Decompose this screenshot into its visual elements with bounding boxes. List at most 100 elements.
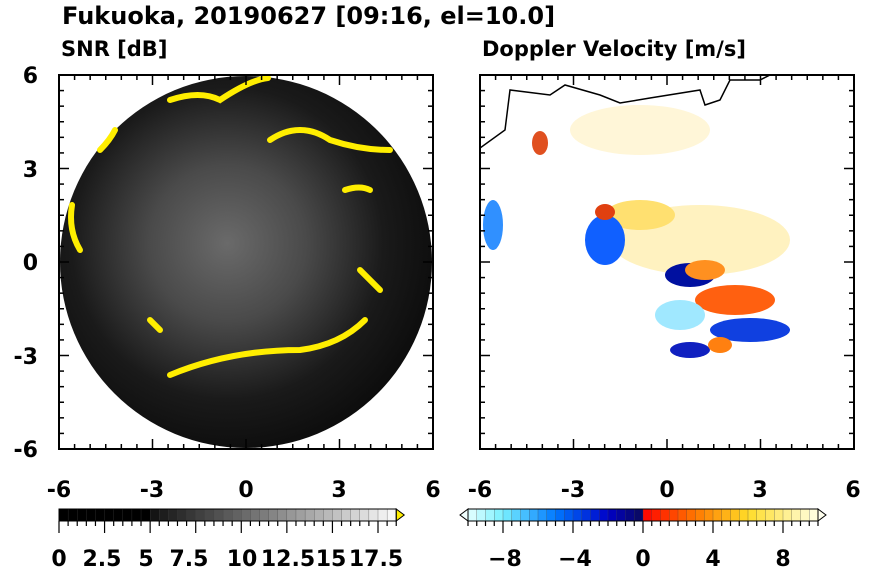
colorbar-tick-label: 5 <box>138 547 153 570</box>
colorbar-tick-label: 4 <box>705 547 720 570</box>
colorbar-segment <box>195 508 206 522</box>
y-tick-label: 3 <box>23 158 38 183</box>
colorbar-under-arrow <box>459 508 469 522</box>
colorbar-segment <box>555 508 565 522</box>
colorbar-segment <box>537 508 548 522</box>
colorbar-segment <box>774 508 784 522</box>
colorbar-segment <box>686 508 697 522</box>
x-tick-label: 6 <box>845 478 860 503</box>
colorbar-segment <box>590 508 600 522</box>
x-tick-label: -3 <box>140 478 164 503</box>
high-snr-echoes <box>68 75 393 378</box>
colorbar-tick-label: 0 <box>635 547 650 570</box>
snr-colorbar-labels: 0 2.5 5 7.5 10 12.5 15 17.5 <box>51 547 403 570</box>
colorbar-segment <box>232 508 242 522</box>
colorbar-segment <box>625 508 635 522</box>
colorbar-segment <box>341 508 352 522</box>
colorbar-tick-label: 10 <box>227 547 258 570</box>
x-tick-label: -3 <box>561 478 585 503</box>
colorbar-segment <box>350 508 361 522</box>
colorbar-segment <box>86 508 97 522</box>
snr-y-tick-labels: -6 -3 0 3 6 <box>14 64 38 463</box>
colorbar-tick-label: 7.5 <box>170 547 209 570</box>
colorbar-segment <box>669 508 679 522</box>
colorbar-segment <box>295 508 306 522</box>
colorbar-segment <box>131 508 142 522</box>
x-tick-label: 6 <box>425 478 440 503</box>
colorbar-segment <box>268 508 279 522</box>
colorbar-segment <box>616 508 627 522</box>
snr-x-tick-labels: -6 -3 0 3 6 <box>47 478 441 503</box>
colorbar-segment <box>368 508 379 522</box>
colorbar-segment <box>168 508 179 522</box>
colorbar-segment <box>546 508 557 522</box>
colorbar-segment <box>651 508 662 522</box>
colorbar-segment <box>149 508 160 522</box>
colorbar-segment <box>494 508 504 522</box>
colorbar-segment <box>599 508 609 522</box>
figure-title: Fukuoka, 20190627 [09:16, el=10.0] <box>62 2 555 30</box>
x-tick-label: 0 <box>659 478 674 503</box>
x-tick-label: 3 <box>331 478 346 503</box>
velocity-x-tick-labels: -6 -3 0 3 6 <box>468 478 861 503</box>
colorbar-segment <box>204 508 215 522</box>
colorbar-segment <box>747 508 758 522</box>
velocity-plot <box>480 75 790 358</box>
colorbar-segment <box>791 508 802 522</box>
colorbar-segment <box>67 508 78 522</box>
y-tick-label: -6 <box>14 438 38 463</box>
colorbar-segment <box>529 508 539 522</box>
colorbar-segment <box>323 508 334 522</box>
colorbar-segment <box>177 508 188 522</box>
colorbar-tick-label: −8 <box>488 547 522 570</box>
colorbar-segment <box>77 508 87 522</box>
radar-range-circle <box>60 76 432 448</box>
colorbar-tick-label: 2.5 <box>83 547 122 570</box>
colorbar-segment <box>704 508 714 522</box>
colorbar-segment <box>467 508 478 522</box>
colorbar-segment <box>286 508 297 522</box>
y-tick-label: 6 <box>23 64 38 89</box>
colorbar-segment <box>140 508 151 522</box>
colorbar-segment <box>476 508 487 522</box>
colorbar-tick-label: 0 <box>51 547 66 570</box>
colorbar-segment <box>520 508 530 522</box>
colorbar-segment <box>712 508 723 522</box>
colorbar-segment <box>581 508 592 522</box>
coastline <box>480 75 771 149</box>
y-tick-label: 0 <box>23 251 38 276</box>
x-tick-label: -6 <box>47 478 71 503</box>
colorbar-segment <box>259 508 270 522</box>
colorbar-segment <box>377 508 388 522</box>
colorbar-segment <box>314 508 324 522</box>
colorbar-tick-label: 12.5 <box>261 547 315 570</box>
colorbar-segment <box>677 508 688 522</box>
y-tick-label: -3 <box>14 345 38 370</box>
snr-panel-title: SNR [dB] <box>61 37 167 61</box>
colorbar-segment <box>241 508 252 522</box>
colorbar-over-arrow <box>817 508 827 522</box>
colorbar-segment <box>607 508 618 522</box>
colorbar-segment <box>739 508 749 522</box>
colorbar-segment <box>213 508 224 522</box>
colorbar-segment <box>765 508 775 522</box>
colorbar-segment <box>250 508 261 522</box>
colorbar-segment <box>756 508 767 522</box>
colorbar-segment <box>304 508 315 522</box>
colorbar-segment <box>159 508 170 522</box>
colorbar-tick-label: 15 <box>316 547 347 570</box>
colorbar-segment <box>660 508 670 522</box>
colorbar-segment <box>222 508 233 522</box>
colorbar-over-arrow <box>395 508 406 522</box>
x-tick-label: -6 <box>468 478 492 503</box>
colorbar-segment <box>642 508 653 522</box>
colorbar-segment <box>511 508 522 522</box>
colorbar-segment <box>359 508 370 522</box>
colorbar-segment <box>502 508 513 522</box>
colorbar-segment <box>564 508 574 522</box>
colorbar-segment <box>809 508 819 522</box>
colorbar-segment <box>58 508 69 522</box>
colorbar-tick-label: 17.5 <box>349 547 403 570</box>
colorbar-tick-label: −4 <box>558 547 592 570</box>
colorbar-segment <box>122 508 133 522</box>
